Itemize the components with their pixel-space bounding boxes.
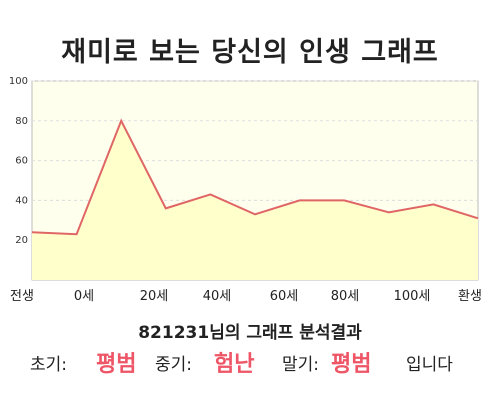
- y-tick-label: 100: [9, 76, 28, 87]
- verdict-ending: 입니다: [406, 355, 453, 375]
- area-fill: [32, 120, 478, 280]
- x-tick-label: 0세: [74, 289, 94, 304]
- x-tick-label: 전생: [10, 289, 34, 304]
- analysis-summary: 821231님의 그래프 분석결과: [0, 318, 500, 343]
- y-tick-label: 60: [15, 156, 28, 167]
- y-tick-label: 40: [15, 195, 28, 206]
- x-tick-label: 80세: [331, 289, 360, 304]
- series-line: [31, 118, 479, 236]
- x-tick-label: 환생: [458, 289, 482, 304]
- x-tick-label: 60세: [270, 289, 299, 304]
- x-tick-label: 100세: [394, 289, 431, 304]
- x-tick-label: 40세: [203, 289, 232, 304]
- y-tick-label: 20: [15, 235, 28, 246]
- y-tick-label: 80: [15, 116, 28, 127]
- page-title: 재미로 보는 당신의 인생 그래프: [61, 37, 439, 68]
- late-value: 평범: [331, 352, 372, 377]
- early-label: 초기:: [30, 355, 68, 375]
- middle-label: 중기:: [155, 355, 193, 375]
- summary-text: 님의 그래프 분석결과: [209, 323, 362, 343]
- early-value: 평범: [96, 352, 137, 377]
- middle-value: 험난: [214, 352, 255, 377]
- late-label: 말기:: [282, 355, 320, 375]
- x-tick-label: 20세: [140, 289, 169, 304]
- user-number: 821231: [138, 323, 210, 343]
